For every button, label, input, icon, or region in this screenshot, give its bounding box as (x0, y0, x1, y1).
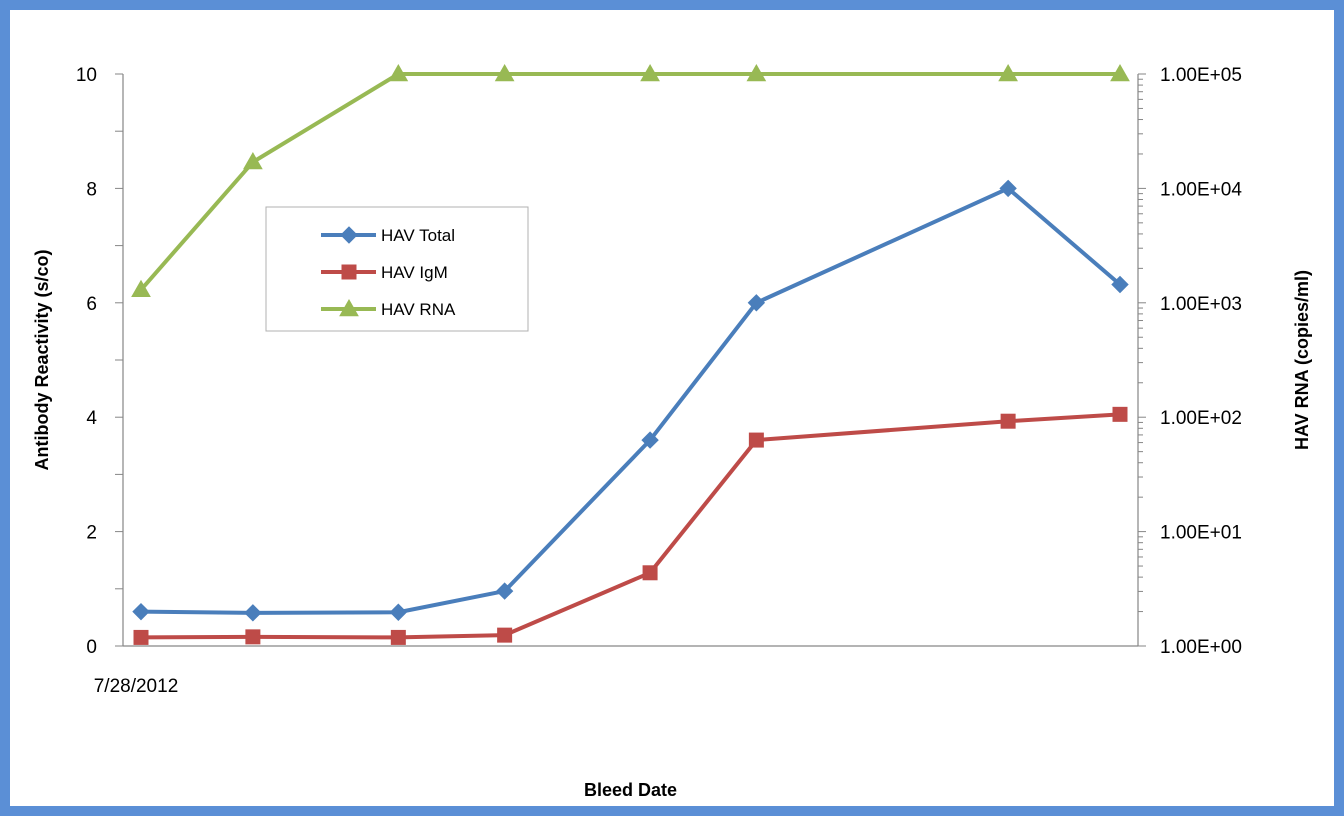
hav-rna-point (1110, 63, 1130, 82)
left-y-axis-title: Antibody Reactivity (s/co) (32, 249, 52, 470)
hav-igm-legend-marker (341, 264, 357, 280)
hav-total-point (495, 582, 514, 600)
series-lines (139, 72, 1122, 640)
hav-igm-legend-label: HAV IgM (381, 263, 448, 282)
line-chart: 0 2 4 6 8 10 1.00E+00 1.00E+01 1.00E+02 1.00E+03 1… (32, 63, 1312, 800)
legend: HAV Total HAV IgM HAV RNA (265, 206, 529, 332)
hav-total-point (132, 602, 150, 621)
left-y-tick-label: 8 (86, 179, 97, 200)
left-y-tick-label: 2 (86, 523, 97, 544)
hav-igm-line (140, 412, 1121, 640)
hav-total-point (747, 294, 766, 312)
hav-total-legend-marker (340, 226, 358, 244)
right-y-tick-label: 1.00E+02 (1160, 408, 1242, 429)
hav-igm-point (245, 629, 261, 645)
series-markers (131, 63, 1130, 645)
hav-total-point (641, 431, 659, 449)
legend-box (265, 206, 529, 332)
hav-rna-legend-marker (339, 298, 359, 317)
right-y-tick-label: 1.00E+05 (1160, 65, 1242, 86)
hav-igm-point (748, 432, 764, 448)
x-tick-labels: 7/28/2012 (94, 676, 179, 697)
right-y-axis-title: HAV RNA (copies/ml) (1292, 270, 1312, 450)
hav-total-point (999, 179, 1017, 198)
left-y-tick-label: 6 (86, 294, 97, 315)
hav-rna-legend-label: HAV RNA (381, 300, 456, 319)
hav-igm-point (390, 629, 406, 645)
right-y-tick-label: 1.00E+00 (1160, 637, 1242, 658)
hav-igm-point (133, 629, 149, 645)
hav-rna-point (494, 63, 515, 82)
hav-rna-point (243, 152, 263, 170)
hav-igm-point (1000, 413, 1016, 429)
hav-rna-point (998, 63, 1018, 82)
right-y-tick-label: 1.00E+01 (1160, 523, 1242, 544)
x-axis-title: Bleed Date (584, 780, 677, 800)
chart-area: 0 2 4 6 8 10 1.00E+00 1.00E+01 1.00E+02 1.00E+03 1… (10, 10, 1334, 806)
left-y-tick-label: 4 (86, 408, 97, 429)
x-tick-label: 7/28/2012 (94, 676, 179, 697)
axes: 0 2 4 6 8 10 1.00E+00 1.00E+01 1.00E+02 1.00E+03 1… (76, 65, 1242, 658)
hav-total-point (1111, 275, 1129, 294)
hav-rna-point (131, 279, 151, 298)
hav-rna-point (746, 63, 767, 82)
left-y-tick-label: 0 (86, 637, 97, 658)
hav-igm-point (642, 565, 658, 581)
hav-total-legend-label: HAV Total (381, 226, 455, 245)
hav-rna-point (388, 63, 409, 82)
hav-total-point (389, 603, 408, 621)
right-y-tick-label: 1.00E+04 (1160, 179, 1242, 200)
hav-total-point (244, 604, 262, 622)
hav-rna-point (640, 63, 660, 82)
hav-igm-point (1112, 406, 1128, 422)
right-y-tick-label: 1.00E+03 (1160, 294, 1242, 315)
hav-rna-line (139, 72, 1120, 292)
hav-total-line (140, 186, 1122, 615)
hav-igm-point (497, 627, 513, 643)
left-y-tick-label: 10 (76, 65, 97, 86)
